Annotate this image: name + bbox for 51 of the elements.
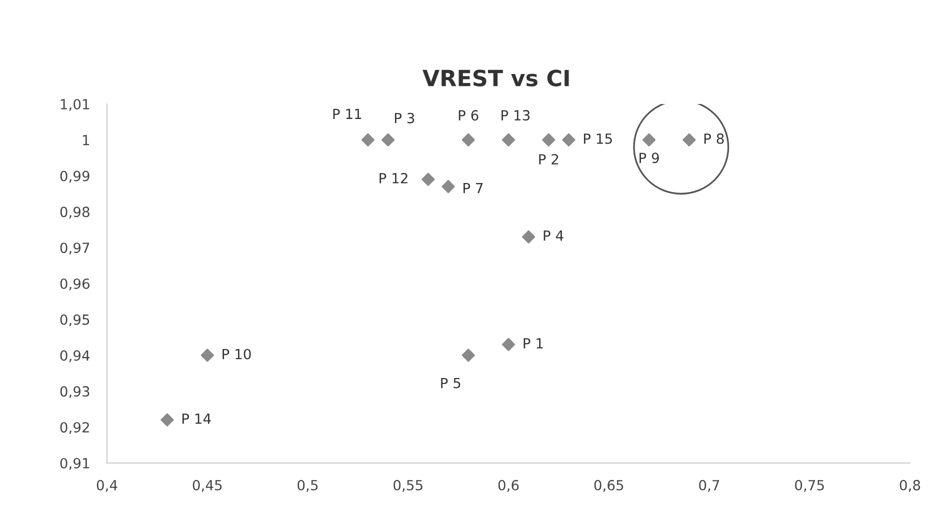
point — [422, 172, 435, 186]
data-label: P 2 — [539, 154, 558, 164]
point — [642, 133, 656, 146]
point — [542, 133, 556, 146]
point — [682, 133, 696, 146]
x-tick-label: 0,65 — [594, 480, 624, 492]
data-label: P 11 — [333, 108, 362, 119]
y-tick-label: 0,96 — [60, 278, 90, 290]
chart-title: VREST vs CI — [422, 70, 569, 86]
data-label: P 13 — [502, 110, 530, 121]
data-label: P 7 — [464, 183, 483, 194]
point — [462, 133, 475, 146]
point — [502, 338, 516, 352]
point — [442, 180, 455, 194]
data-label: P 10 — [222, 348, 251, 360]
data-label: P 4 — [544, 230, 564, 241]
x-tick-label: 0,75 — [795, 480, 824, 492]
point — [522, 230, 536, 244]
point — [462, 348, 475, 362]
y-tick-label: 0,97 — [60, 242, 90, 254]
x-tick-label: 0,8 — [900, 480, 920, 492]
data-label: P 8 — [704, 133, 724, 144]
data-label: P 12 — [380, 172, 408, 184]
y-tick-label: 0,95 — [60, 314, 90, 326]
y-tick-label: 1,01 — [60, 98, 90, 111]
y-tick-label: 0,91 — [60, 458, 90, 470]
point — [200, 348, 214, 362]
data-label: P 15 — [584, 134, 612, 144]
data-label: P 14 — [182, 414, 211, 424]
data-label: P 6 — [458, 110, 478, 121]
point — [502, 133, 516, 146]
y-tick-label: 0,98 — [60, 206, 90, 219]
y-tick-label: 0,93 — [60, 386, 90, 398]
point — [361, 133, 375, 146]
y-tick-label: 1 — [83, 135, 90, 146]
y-tick-label: 0,92 — [60, 422, 89, 434]
point — [160, 413, 174, 427]
y-tick-label: 0,94 — [60, 350, 90, 362]
data-label: P 5 — [441, 378, 460, 388]
y-tick-label: 0,99 — [60, 170, 90, 183]
x-tick-label: 0,5 — [298, 480, 318, 492]
x-tick-label: 0,7 — [699, 480, 720, 492]
x-tick-label: 0,55 — [394, 480, 422, 492]
data-label: P 1 — [524, 338, 543, 348]
x-tick-label: 0,45 — [192, 480, 222, 492]
x-tick-label: 0,4 — [96, 480, 118, 492]
data-label: P 3 — [394, 112, 414, 124]
point — [562, 133, 576, 146]
x-tick-label: 0,6 — [498, 480, 519, 492]
point — [381, 133, 395, 146]
data-label: P 9 — [640, 152, 659, 164]
